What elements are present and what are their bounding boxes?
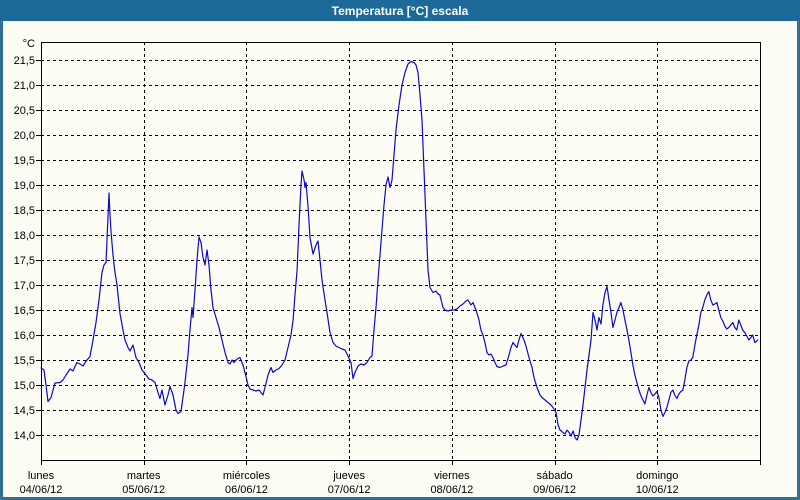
x-day-date: 09/06/12 — [533, 484, 576, 496]
y-tick-label: 15,5 — [14, 355, 35, 367]
y-tick-label: 21,0 — [14, 80, 35, 92]
x-axis-labels: lunes 04/06/12 martes 05/06/12 miércoles 06/0… — [20, 470, 679, 496]
x-day-name: jueves — [332, 470, 365, 482]
plot-border — [41, 42, 761, 461]
y-tick-label: 18,0 — [14, 230, 35, 242]
y-tick-label: 21,5 — [14, 55, 35, 67]
y-tick-label: 15,0 — [14, 380, 35, 392]
y-tick-label: 19,5 — [14, 155, 35, 167]
grid-lines — [41, 42, 760, 460]
temperature-series-line — [40, 60, 759, 441]
x-day-name: sábado — [537, 470, 573, 482]
y-tick-label: 14,0 — [14, 430, 35, 442]
x-day-date: 06/06/12 — [225, 484, 268, 496]
y-tick-label: 14,5 — [14, 405, 35, 417]
y-tick-label: 18,5 — [14, 205, 35, 217]
y-axis-unit-label: °C — [23, 38, 35, 50]
y-tick-label: 16,0 — [14, 330, 35, 342]
y-tick-label: 19,0 — [14, 180, 35, 192]
x-day-date: 05/06/12 — [122, 484, 165, 496]
x-day-name: miércoles — [223, 470, 271, 482]
y-tick-label: 17,5 — [14, 255, 35, 267]
x-day-date: 04/06/12 — [20, 484, 63, 496]
x-day-name: domingo — [636, 470, 678, 482]
x-day-name: viernes — [434, 470, 470, 482]
page-frame-border — [0, 21, 800, 500]
window-title-bar: Temperatura [°C] escala — [0, 0, 800, 21]
y-tick-label: 20,5 — [14, 105, 35, 117]
x-day-date: 10/06/12 — [636, 484, 679, 496]
y-axis-labels: °C 21,5 21,0 20,5 20,0 19,5 19,0 18,5 18,0 17,5 17… — [14, 38, 35, 442]
window-title: Temperatura [°C] escala — [331, 3, 469, 18]
x-day-date: 07/06/12 — [328, 484, 371, 496]
x-day-date: 08/06/12 — [430, 484, 473, 496]
y-tick-label: 20,0 — [14, 130, 35, 142]
y-tick-label: 16,5 — [14, 305, 35, 317]
x-day-name: lunes — [28, 470, 55, 482]
y-tick-label: 17,0 — [14, 280, 35, 292]
x-day-name: martes — [127, 470, 161, 482]
